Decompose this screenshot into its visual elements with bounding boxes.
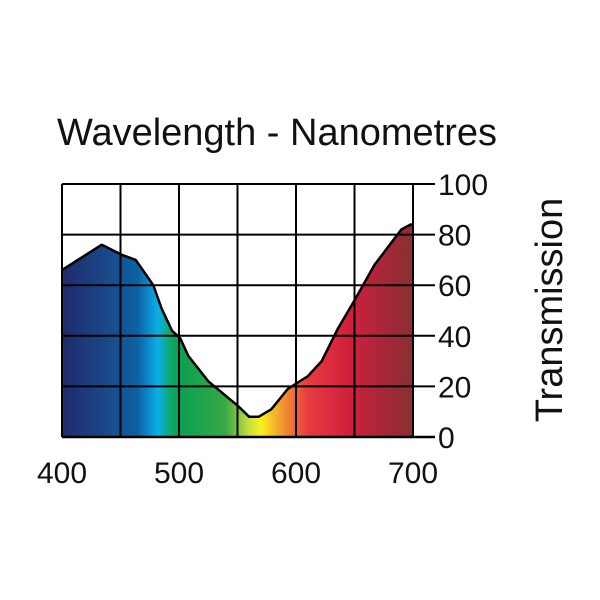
x-tick-label: 500	[154, 457, 204, 490]
y-tick-label: 20	[438, 371, 471, 404]
x-tick-label: 400	[37, 457, 87, 490]
chart-title: Wavelength - Nanometres	[57, 112, 497, 154]
y-tick-label: 80	[438, 220, 471, 253]
x-tick-label: 600	[271, 457, 321, 490]
x-tick-label: 700	[388, 457, 438, 490]
y-axis-label: Transmission	[529, 198, 571, 423]
y-tick-label: 60	[438, 270, 471, 303]
y-tick-label: 100	[438, 169, 488, 202]
y-tick-label: 0	[438, 422, 455, 455]
transmission-line	[61, 223, 413, 419]
y-tick-label: 40	[438, 321, 471, 354]
transmission-area	[62, 224, 413, 437]
